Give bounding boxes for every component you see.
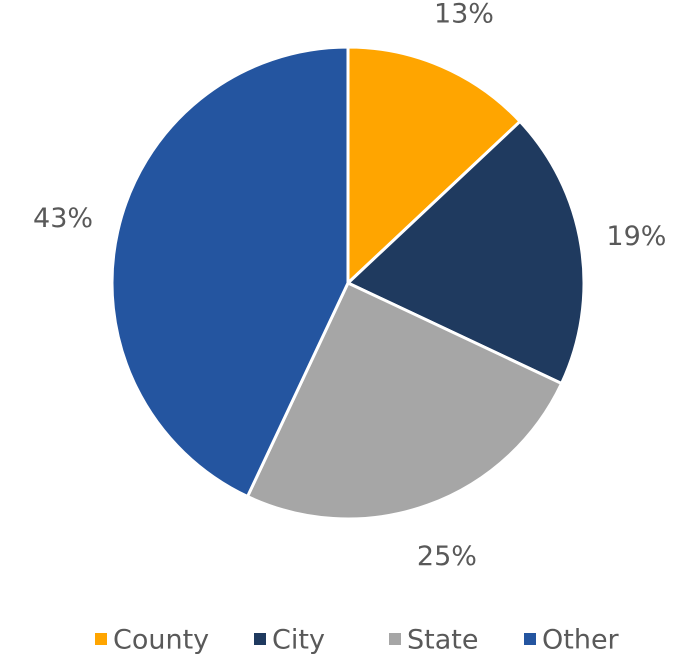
- legend-label: Other: [542, 625, 620, 656]
- pie-slice: [345, 119, 586, 386]
- data-label: 19%: [606, 221, 666, 252]
- legend-marker: [95, 633, 107, 645]
- pie-slice: [110, 45, 350, 499]
- legend-marker: [389, 633, 401, 645]
- data-label: 25%: [417, 541, 477, 572]
- pie-slice: [245, 281, 564, 521]
- pie-slice: [346, 45, 523, 287]
- legend-marker: [254, 633, 266, 645]
- legend-marker: [524, 633, 536, 645]
- data-label: 43%: [33, 203, 93, 234]
- data-label: 13%: [434, 0, 494, 30]
- legend-label: City: [272, 625, 325, 656]
- legend-label: County: [113, 625, 209, 656]
- legend-label: State: [407, 625, 478, 656]
